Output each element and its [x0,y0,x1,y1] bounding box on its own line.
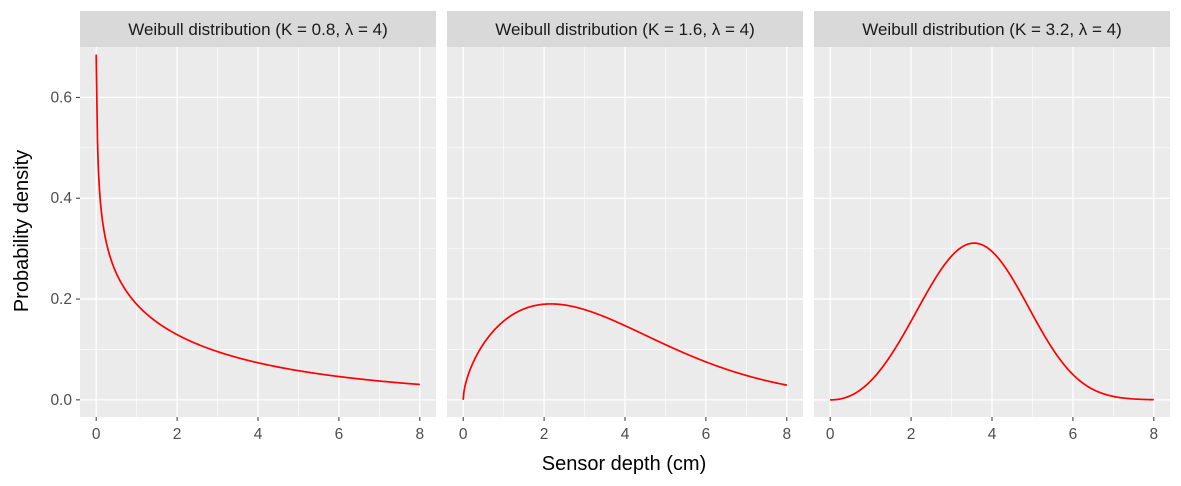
x-tick-label: 4 [988,426,997,443]
density-line [462,303,787,400]
facet-panel-1: Weibull distribution (K = 0.8, λ = 4) 0 2 4… [80,11,436,443]
x-tick-label: 0 [92,426,101,443]
facet-title: Weibull distribution (K = 0.8, λ = 4) [128,20,388,39]
density-line [830,242,1154,401]
x-tick-label: 2 [173,426,182,443]
facet-panel-3: Weibull distribution (K = 3.2, λ = 4) 0 2 4… [814,11,1170,443]
x-tick-label: 8 [416,426,425,443]
x-tick-label: 0 [826,426,835,443]
facet-strip [80,11,436,47]
density-line [95,54,420,386]
x-tick-label: 4 [254,426,263,443]
x-tick-label: 0 [459,426,468,443]
x-tick-label: 8 [1150,426,1159,443]
x-axis-title: Sensor depth (cm) [542,453,707,475]
x-tick-label: 4 [621,426,630,443]
facet-strip [447,11,803,47]
x-tick-label: 6 [335,426,344,443]
x-tick-label: 2 [540,426,549,443]
y-tick-label: 0.0 [50,392,72,409]
x-tick-label: 6 [702,426,711,443]
y-tick-label: 0.2 [50,291,72,308]
y-tick-label: 0.4 [50,190,72,207]
x-tick-label: 6 [1069,426,1078,443]
facet-title: Weibull distribution (K = 3.2, λ = 4) [862,20,1122,39]
facet-strip [814,11,1170,47]
y-tick-label: 0.6 [50,89,72,106]
facet-panel-2: Weibull distribution (K = 1.6, λ = 4) 0 2 4… [447,11,803,443]
y-axis-title: Probability density [11,150,33,312]
facet-title: Weibull distribution (K = 1.6, λ = 4) [495,20,755,39]
x-tick-label: 2 [907,426,916,443]
x-tick-label: 8 [783,426,792,443]
